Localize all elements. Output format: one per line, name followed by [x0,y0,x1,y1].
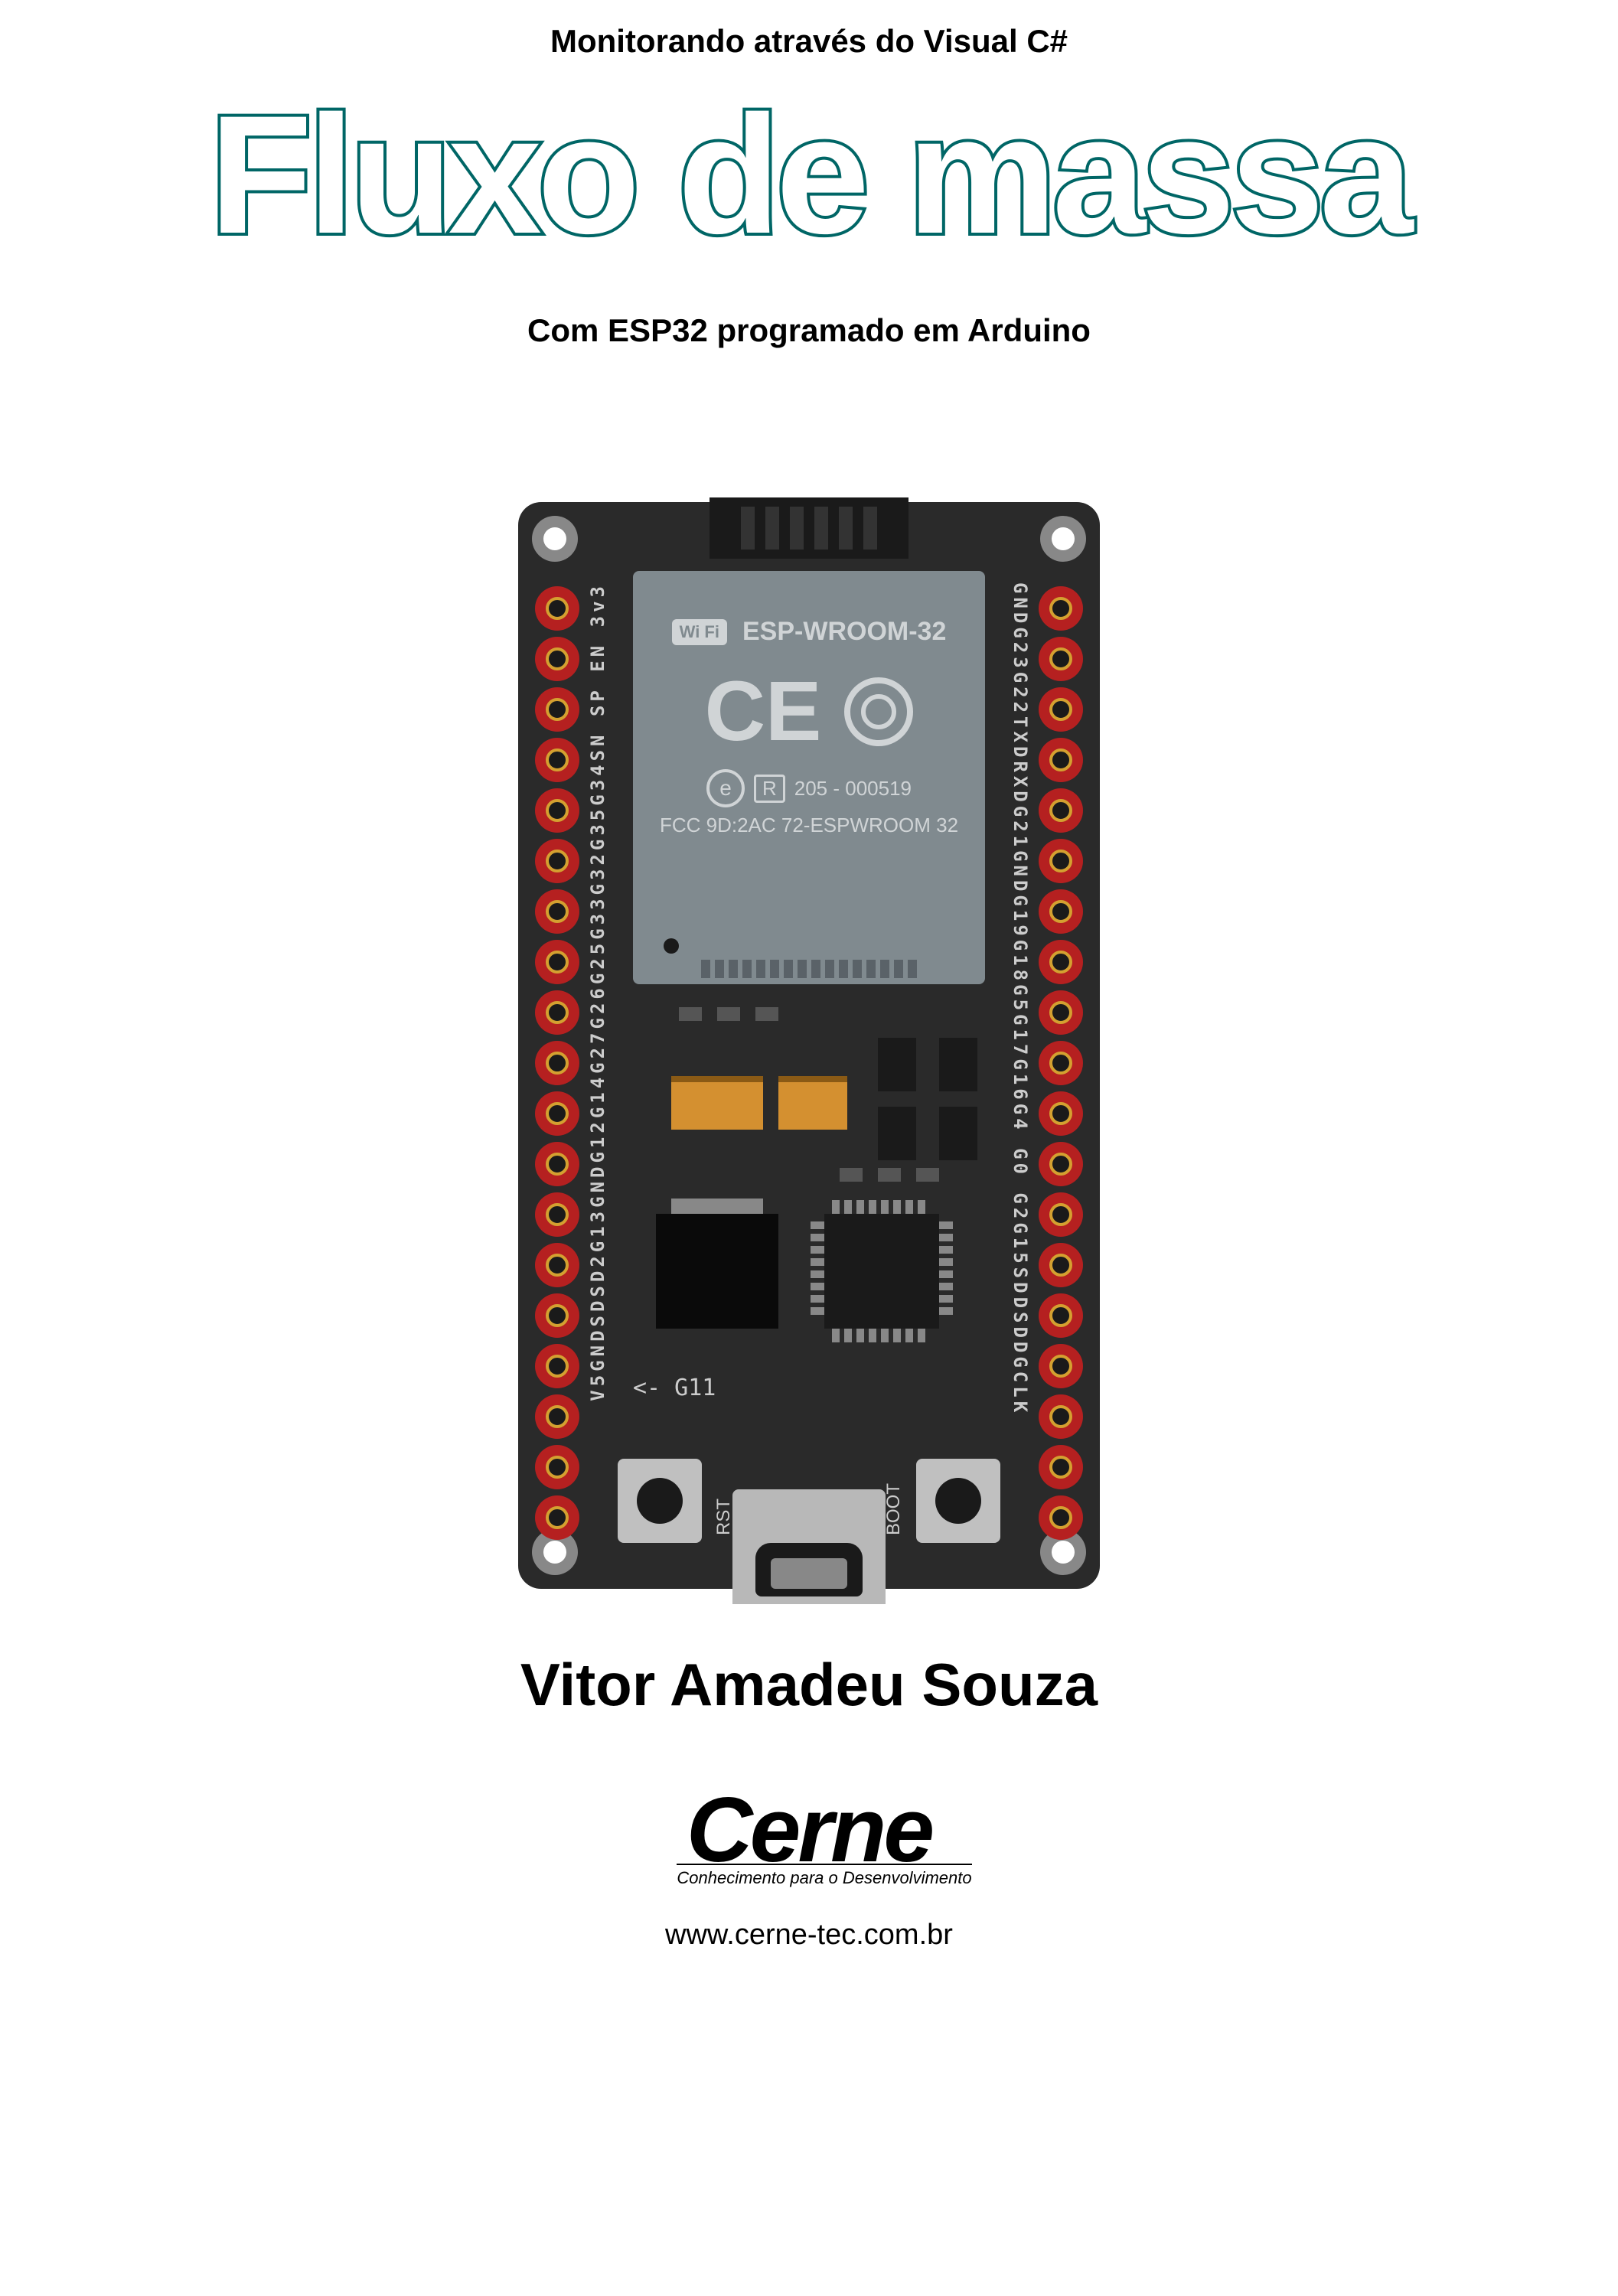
g11-label: <- G11 [633,1375,716,1401]
capacitor [671,1076,763,1130]
author-name: Vitor Amadeu Souza [520,1650,1098,1720]
book-cover: Monitorando através do Visual C# Fluxo d… [0,0,1618,2296]
transistor [878,1107,916,1160]
smd-component [755,1007,778,1021]
pin1-dot [664,938,679,954]
reset-button [618,1459,702,1543]
capacitor [778,1076,847,1130]
main-title: Fluxo de massa [210,90,1409,259]
e-mark-icon: e [706,769,745,807]
subtitle: Com ESP32 programado em Arduino [527,312,1091,349]
fcc-id: FCC 9D:2AC 72-ESPWROOM 32 [660,814,958,837]
esp32-board: V5GNDSDSD2G13GNDG12G14G27G26G25G33G32G35… [518,502,1100,1589]
wifi-icon: Wi Fi [672,619,727,645]
pin-labels-left: V5GNDSDSD2G13GNDG12G14G27G26G25G33G32G35… [587,582,608,1401]
antenna [710,497,908,559]
pin-header-left [535,586,579,1540]
rst-label: RST [713,1499,735,1535]
voltage-regulator [656,1214,778,1329]
pin-header-right [1039,586,1083,1540]
smd-component [878,1168,901,1182]
transistor [939,1107,977,1160]
r-mark: R [754,775,785,803]
smd-component [717,1007,740,1021]
mount-hole [1040,516,1086,562]
shield-castellations [701,960,917,978]
logo-name: Cerne [687,1789,931,1871]
rf-shield: Wi Fi ESP-WROOM-32 CE e R 205 - 000519 F… [633,571,985,984]
smd-component [840,1168,863,1182]
boot-button [916,1459,1000,1543]
board-illustration: V5GNDSDSD2G13GNDG12G14G27G26G25G33G32G35… [518,502,1100,1589]
publisher-logo: Cerne Conhecimento para o Desenvolviment… [646,1789,971,1952]
transistor [878,1038,916,1091]
anatel-icon [844,677,913,746]
micro-usb-port [732,1489,886,1604]
module-name: ESP-WROOM-32 [742,617,946,647]
logo-url: www.cerne-tec.com.br [665,1919,953,1952]
smd-component [916,1168,939,1182]
ce-mark: CE [705,670,822,754]
boot-label: BOOT [883,1483,905,1535]
supertitle: Monitorando através do Visual C# [550,23,1068,60]
pin-labels-right: GNDG23G22TXDRXDG21GNDG19G18G5G17G16G4 G0… [1010,582,1031,1416]
transistor [939,1038,977,1091]
usb-serial-chip [824,1214,939,1329]
cert-number: 205 - 000519 [794,777,912,801]
mount-hole [532,516,578,562]
smd-component [679,1007,702,1021]
